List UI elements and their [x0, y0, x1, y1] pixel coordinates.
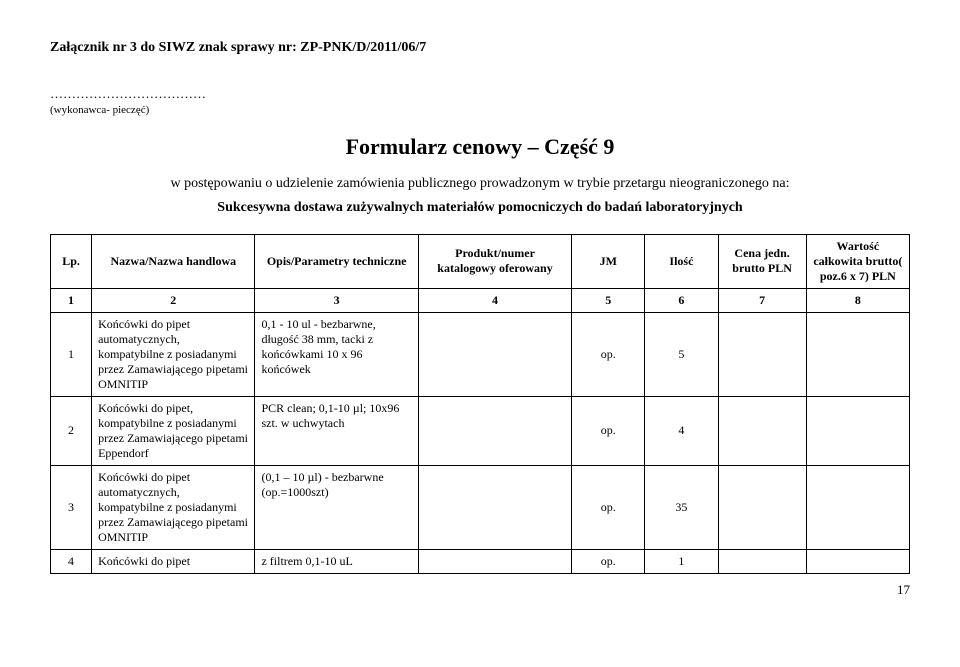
numcell: 4	[418, 288, 571, 312]
header-line: Załącznik nr 3 do SIWZ znak sprawy nr: Z…	[50, 40, 910, 56]
page-title: Formularz cenowy – Część 9	[50, 134, 910, 160]
cell-lp: 1	[51, 312, 92, 396]
cell-jm: op.	[572, 549, 645, 573]
cell-prod	[418, 312, 571, 396]
cell-lp: 4	[51, 549, 92, 573]
cell-opis: 0,1 - 10 ul - bezbarwne, długość 38 mm, …	[255, 312, 418, 396]
th-jm: JM	[572, 234, 645, 288]
sub-label: (wykonawca- pieczęć)	[50, 104, 910, 116]
price-table: Lp. Nazwa/Nazwa handlowa Opis/Parametry …	[50, 234, 910, 574]
cell-cena	[718, 549, 806, 573]
intro-line-1: w postępowaniu o udzielenie zamówienia p…	[50, 174, 910, 194]
cell-wart	[806, 396, 909, 465]
cell-wart	[806, 312, 909, 396]
table-header-row: Lp. Nazwa/Nazwa handlowa Opis/Parametry …	[51, 234, 910, 288]
page-number: 17	[50, 582, 910, 598]
numcell: 8	[806, 288, 909, 312]
numcell: 7	[718, 288, 806, 312]
th-wart: Wartość całkowita brutto( poz.6 x 7) PLN	[806, 234, 909, 288]
dots-line: ………………………………	[50, 86, 910, 102]
cell-jm: op.	[572, 465, 645, 549]
cell-lp: 2	[51, 396, 92, 465]
cell-cena	[718, 396, 806, 465]
cell-prod	[418, 465, 571, 549]
th-opis: Opis/Parametry techniczne	[255, 234, 418, 288]
cell-ilosc: 4	[645, 396, 718, 465]
cell-opis: (0,1 – 10 µl) - bezbarwne (op.=1000szt)	[255, 465, 418, 549]
cell-jm: op.	[572, 396, 645, 465]
cell-wart	[806, 549, 909, 573]
th-cena: Cena jedn. brutto PLN	[718, 234, 806, 288]
cell-ilosc: 5	[645, 312, 718, 396]
table-row: 3 Końcówki do pipet automatycznych, komp…	[51, 465, 910, 549]
cell-name: Końcówki do pipet automatycznych, kompat…	[92, 465, 255, 549]
table-row: 2 Końcówki do pipet, kompatybilne z posi…	[51, 396, 910, 465]
cell-name: Końcówki do pipet	[92, 549, 255, 573]
intro-line-2: Sukcesywna dostawa zużywalnych materiałó…	[50, 200, 910, 216]
cell-ilosc: 35	[645, 465, 718, 549]
numcell: 5	[572, 288, 645, 312]
cell-wart	[806, 465, 909, 549]
cell-cena	[718, 465, 806, 549]
cell-name: Końcówki do pipet, kompatybilne z posiad…	[92, 396, 255, 465]
numcell: 1	[51, 288, 92, 312]
numcell: 3	[255, 288, 418, 312]
cell-prod	[418, 549, 571, 573]
th-name: Nazwa/Nazwa handlowa	[92, 234, 255, 288]
cell-opis: PCR clean; 0,1-10 µl; 10x96 szt. w uchwy…	[255, 396, 418, 465]
table-row: 1 Końcówki do pipet automatycznych, komp…	[51, 312, 910, 396]
th-prod: Produkt/numer katalogowy oferowany	[418, 234, 571, 288]
th-ilosc: Ilość	[645, 234, 718, 288]
table-row: 4 Końcówki do pipet z filtrem 0,1-10 uL …	[51, 549, 910, 573]
cell-cena	[718, 312, 806, 396]
table-number-row: 1 2 3 4 5 6 7 8	[51, 288, 910, 312]
cell-name: Końcówki do pipet automatycznych, kompat…	[92, 312, 255, 396]
cell-prod	[418, 396, 571, 465]
numcell: 6	[645, 288, 718, 312]
cell-jm: op.	[572, 312, 645, 396]
cell-lp: 3	[51, 465, 92, 549]
numcell: 2	[92, 288, 255, 312]
cell-ilosc: 1	[645, 549, 718, 573]
cell-opis: z filtrem 0,1-10 uL	[255, 549, 418, 573]
th-lp: Lp.	[51, 234, 92, 288]
